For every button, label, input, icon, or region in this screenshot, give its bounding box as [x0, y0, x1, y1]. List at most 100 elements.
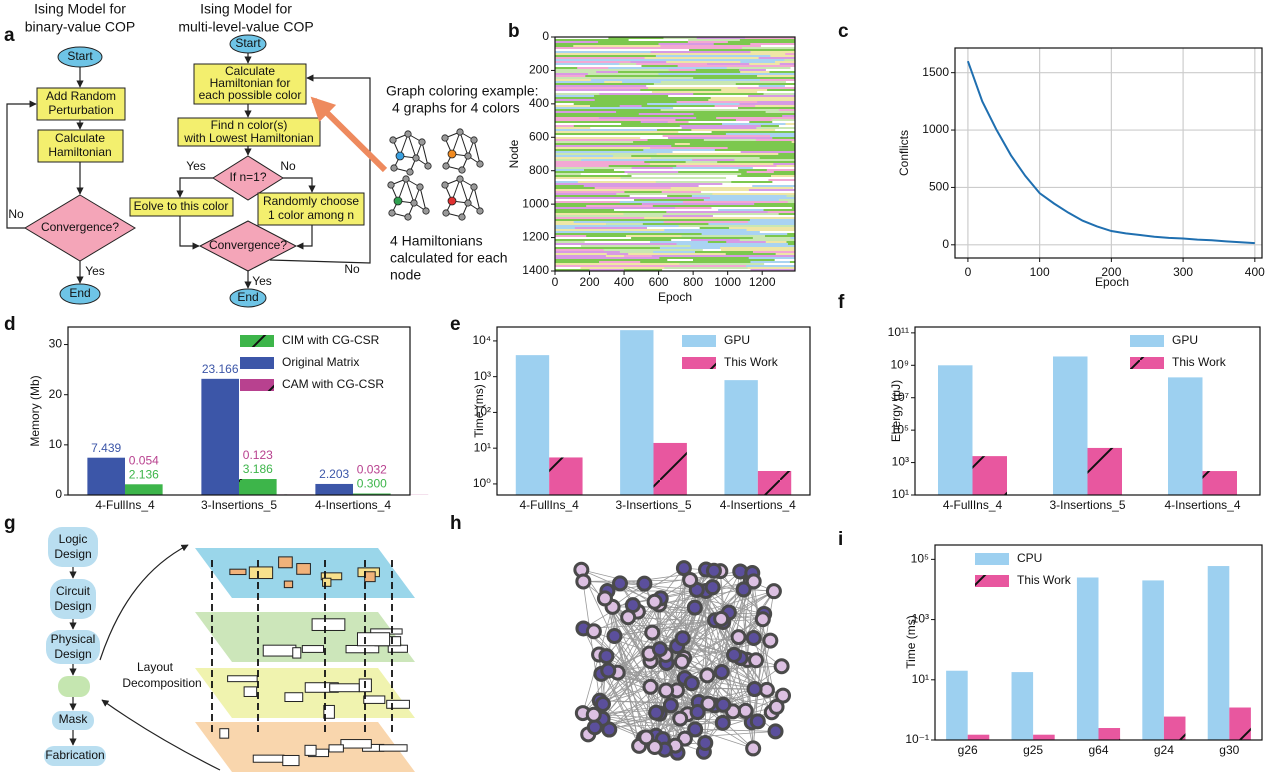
- heatmap-stripe: [736, 93, 765, 96]
- heatmap-stripe: [608, 37, 664, 40]
- network-node: [715, 696, 732, 713]
- legend-label: This Work: [1017, 573, 1072, 587]
- plot-frame: [934, 544, 1263, 741]
- arrow: [296, 225, 313, 250]
- node-text: End: [69, 286, 90, 300]
- heatmap-stripe: [737, 175, 772, 178]
- heatmap-stripe: [555, 245, 582, 248]
- bar: [1087, 447, 1122, 495]
- heatmap-stripe: [649, 241, 709, 244]
- heatmap-stripe: [685, 161, 718, 164]
- heatmap-stripe: [726, 241, 767, 244]
- heatmap-stripe: [722, 123, 786, 126]
- heatmap-stripe: [555, 57, 646, 60]
- heatmap-stripe: [773, 171, 796, 174]
- heatmap-stripe: [555, 41, 599, 44]
- icon-node: [393, 196, 403, 206]
- network-node: [745, 629, 762, 646]
- heatmap-stripe: [555, 207, 676, 210]
- graph-icons: [387, 128, 484, 221]
- heatmap-stripe: [735, 119, 773, 122]
- icon-node: [422, 207, 430, 215]
- arrow: [283, 177, 316, 193]
- layout-shape: [284, 692, 304, 703]
- network-node: [714, 714, 731, 731]
- caption-line: Graph coloring example:: [386, 83, 539, 99]
- heatmap-stripe: [696, 37, 746, 40]
- y-tick-label: 10³: [474, 369, 491, 383]
- legend-swatch: [682, 335, 716, 347]
- heatmap-stripe: [666, 211, 742, 214]
- heatmap-stripe: [648, 143, 676, 146]
- heatmap-stripe: [631, 167, 674, 170]
- heatmap-stripe: [747, 267, 796, 270]
- heatmap-stripe: [555, 85, 608, 88]
- heatmap-stripe: [640, 89, 722, 92]
- heatmap-stripe: [750, 51, 796, 54]
- title-line: multi-level-value COP: [178, 19, 313, 35]
- heatmap-stripe: [787, 233, 796, 236]
- y-tick-label: 10⁵: [891, 422, 909, 436]
- icon-edge: [407, 133, 417, 159]
- heatmap-stripe: [555, 193, 617, 196]
- bar: [1053, 356, 1088, 495]
- heatmap-stripe: [555, 79, 592, 82]
- heatmap-stripe: [555, 239, 672, 242]
- heatmap-stripe: [555, 45, 574, 48]
- heatmap-stripe: [555, 125, 575, 128]
- network-node: [749, 713, 766, 730]
- heatmap-stripe: [687, 41, 729, 44]
- step-box: [52, 711, 94, 730]
- heatmap-stripe: [642, 127, 683, 130]
- value-label: 2.136: [129, 467, 159, 481]
- heatmap-stripe: [688, 39, 741, 42]
- network-node: [700, 695, 717, 712]
- heatmap-stripe: [629, 195, 668, 198]
- y-tick-label: 10: [49, 437, 63, 451]
- heatmap-stripe: [728, 227, 796, 230]
- heatmap-stripe: [622, 81, 662, 84]
- heatmap-stripe: [555, 147, 651, 150]
- y-tick-label: 0: [942, 237, 949, 251]
- heatmap-stripe: [758, 57, 796, 60]
- heatmap-stripe: [555, 75, 586, 78]
- heatmap-stripe: [745, 37, 796, 40]
- heatmap-stripe: [769, 71, 796, 74]
- heatmap-stripe: [772, 121, 796, 124]
- heatmap-stripe: [765, 69, 796, 72]
- heatmap-stripe: [671, 239, 692, 242]
- heatmap-stripe: [731, 101, 758, 104]
- heatmap-stripe: [555, 205, 571, 208]
- network-node: [644, 624, 661, 641]
- heatmap-stripe: [673, 107, 739, 110]
- layout-shape: [248, 566, 274, 580]
- bar: [1202, 471, 1237, 495]
- title-line: Ising Model for: [34, 1, 126, 17]
- heatmap-stripe: [555, 109, 662, 112]
- heatmap-stripe: [555, 159, 582, 162]
- end-node: [229, 288, 267, 308]
- arrow: [176, 177, 213, 198]
- heatmap-stripe: [667, 195, 693, 198]
- layout-shape: [219, 728, 230, 739]
- heatmap-stripe: [594, 99, 709, 102]
- heatmap-stripe: [555, 187, 596, 190]
- heatmap-stripe: [749, 121, 773, 124]
- heatmap-stripe: [655, 55, 737, 58]
- step-box: [58, 676, 90, 697]
- network-node: [773, 658, 790, 675]
- heatmap-stripe: [608, 165, 677, 168]
- heatmap-stripe: [698, 185, 753, 188]
- heatmap-stripe: [581, 39, 630, 42]
- y-axis-label: Time (ms): [472, 384, 486, 438]
- legend-swatch: [975, 575, 1009, 587]
- heatmap-stripe: [649, 163, 774, 166]
- heatmap-stripe: [656, 153, 779, 156]
- icon-edge: [405, 178, 415, 204]
- heatmap-stripe: [739, 239, 796, 242]
- x-tick-label: 0: [965, 265, 972, 279]
- heatmap-stripe: [765, 235, 796, 238]
- bar: [757, 470, 792, 495]
- heatmap-stripe: [555, 143, 650, 146]
